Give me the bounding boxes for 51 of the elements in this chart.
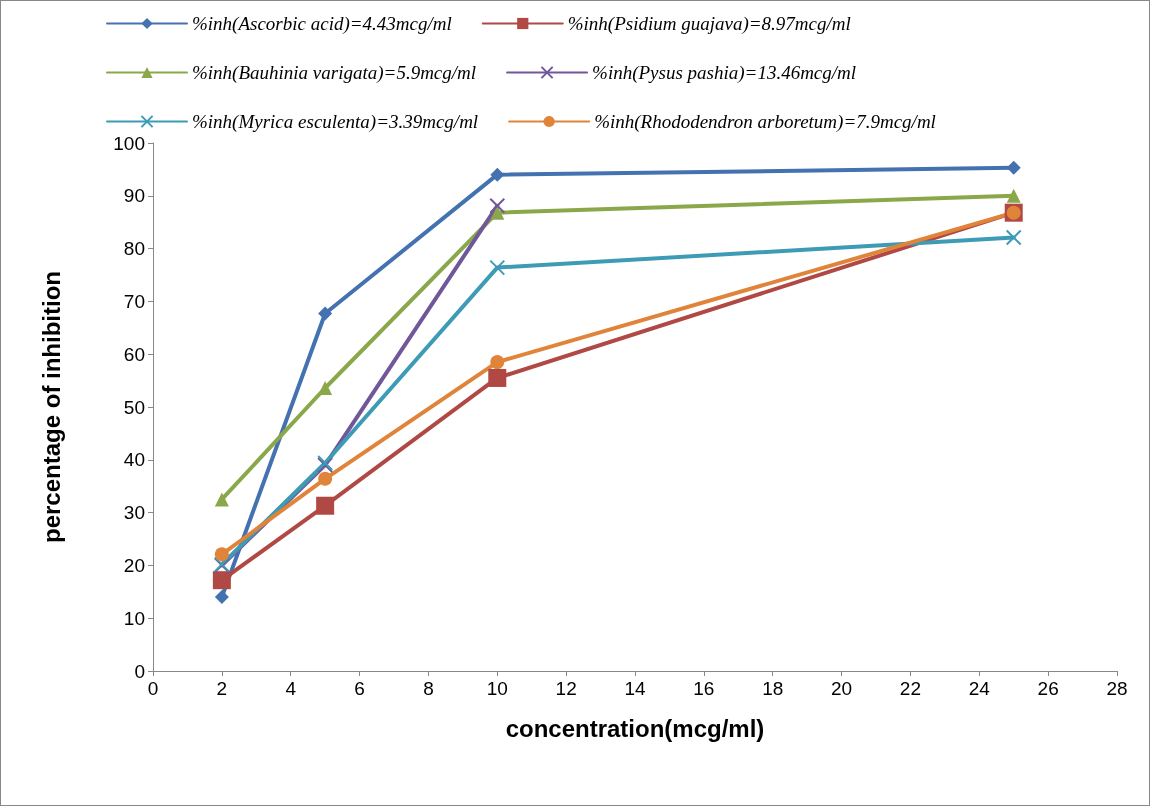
legend-label: %inh(Pysus pashia)=13.46mcg/ml — [592, 62, 857, 84]
point — [318, 471, 333, 486]
x-tick-label: 14 — [624, 678, 646, 699]
y-tick-label: 20 — [123, 554, 145, 576]
point — [490, 167, 505, 182]
y-tick-label: 0 — [134, 660, 145, 682]
y-tick-label: 40 — [123, 449, 145, 471]
y-tick-label: 30 — [123, 502, 145, 524]
point — [1006, 160, 1021, 175]
point — [316, 496, 335, 515]
legend-label: %inh(Rhododendron arboretum)=7.9mcg/ml — [594, 111, 936, 133]
point — [318, 306, 333, 321]
x-tick-label: 26 — [1037, 678, 1059, 699]
x-tick-label: 2 — [216, 678, 228, 699]
point — [488, 368, 507, 387]
point — [489, 259, 506, 276]
legend-label: %inh(Psidium guajava)=8.97mcg/ml — [567, 13, 851, 35]
point — [490, 355, 505, 370]
x-axis-title: concentration(mcg/ml) — [505, 714, 765, 742]
y-tick-label: 90 — [123, 185, 145, 207]
point — [318, 380, 333, 395]
point — [1005, 229, 1022, 246]
x-tick-label: 0 — [147, 678, 159, 699]
y-tick-label: 100 — [113, 132, 145, 154]
x-tick-label: 10 — [486, 678, 508, 699]
x-tick-label: 16 — [693, 678, 715, 699]
point — [214, 492, 229, 507]
x-tick-label: 6 — [354, 678, 365, 699]
legend-label: %inh(Myrica esculenta)=3.39mcg/ml — [192, 111, 479, 133]
point — [489, 197, 506, 214]
x-tick-label: 12 — [555, 678, 577, 699]
point — [212, 571, 231, 590]
point — [214, 590, 229, 605]
x-tick-label: 18 — [762, 678, 784, 699]
point — [214, 547, 229, 562]
y-tick-label: 70 — [123, 290, 145, 312]
y-tick-label: 10 — [123, 607, 145, 629]
point — [1006, 188, 1021, 203]
x-tick-label: 4 — [285, 678, 297, 699]
point — [490, 205, 505, 220]
y-axis-title: percentage of inhibition — [37, 270, 65, 544]
x-tick-label: 24 — [968, 678, 991, 699]
y-tick-label: 60 — [123, 343, 145, 365]
legend-label: %inh(Bauhinia varigata)=5.9mcg/ml — [192, 62, 477, 84]
x-tick-label: 28 — [1106, 678, 1128, 699]
x-tick-label: 22 — [899, 678, 921, 699]
legend-label: %inh(Ascorbic acid)=4.43mcg/ml — [192, 13, 452, 35]
y-tick-label: 80 — [123, 238, 145, 260]
x-tick-label: 20 — [831, 678, 853, 699]
y-tick-label: 50 — [123, 396, 145, 418]
x-tick-label: 8 — [423, 678, 434, 699]
